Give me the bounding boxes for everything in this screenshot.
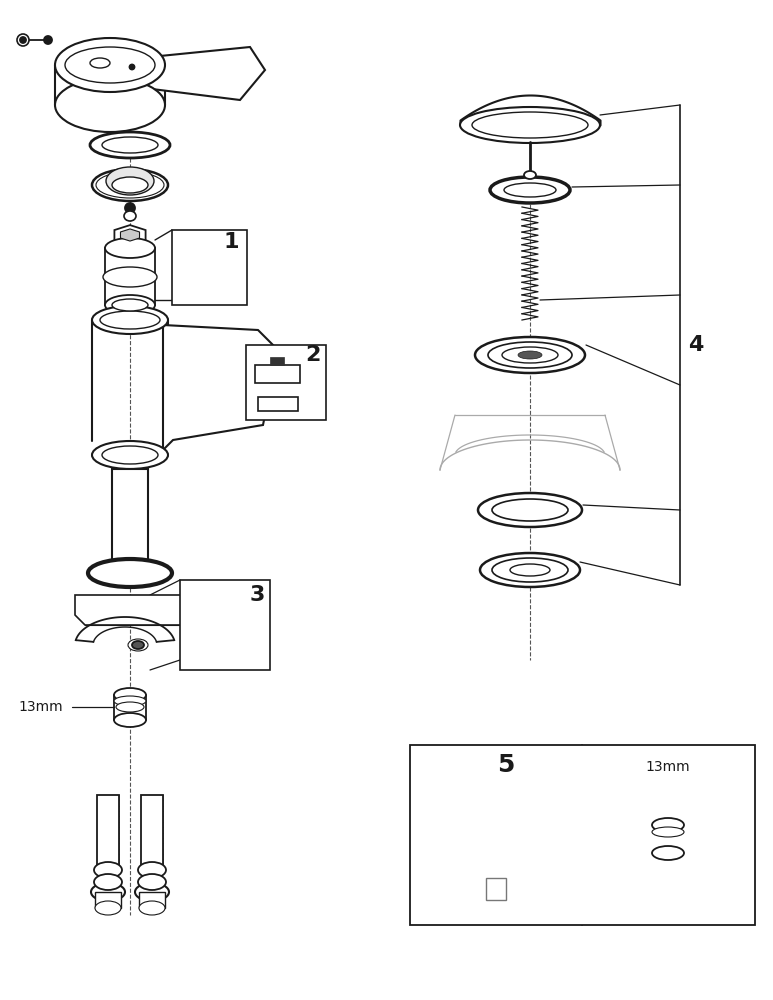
- Ellipse shape: [139, 901, 165, 915]
- Ellipse shape: [524, 171, 536, 179]
- Ellipse shape: [114, 696, 146, 706]
- Ellipse shape: [94, 862, 122, 878]
- Ellipse shape: [95, 901, 121, 915]
- Ellipse shape: [92, 169, 168, 201]
- Ellipse shape: [96, 172, 164, 198]
- Ellipse shape: [90, 132, 170, 158]
- Ellipse shape: [475, 337, 585, 373]
- Ellipse shape: [124, 211, 136, 221]
- Ellipse shape: [44, 36, 52, 44]
- Ellipse shape: [460, 107, 600, 143]
- Ellipse shape: [65, 47, 155, 83]
- Ellipse shape: [138, 874, 166, 890]
- Ellipse shape: [490, 177, 570, 203]
- Text: 2: 2: [305, 345, 321, 365]
- Ellipse shape: [492, 558, 568, 582]
- Bar: [258, 397, 298, 411]
- Text: 13mm: 13mm: [18, 700, 63, 714]
- Ellipse shape: [116, 702, 144, 712]
- Ellipse shape: [652, 827, 684, 837]
- Ellipse shape: [114, 713, 146, 727]
- Ellipse shape: [112, 299, 148, 311]
- Ellipse shape: [100, 311, 160, 329]
- Polygon shape: [120, 47, 265, 100]
- Ellipse shape: [102, 137, 158, 153]
- Ellipse shape: [94, 874, 122, 890]
- Ellipse shape: [135, 883, 169, 901]
- Polygon shape: [114, 225, 145, 245]
- Ellipse shape: [92, 441, 168, 469]
- Ellipse shape: [102, 446, 158, 464]
- Ellipse shape: [55, 38, 165, 92]
- Text: 13mm: 13mm: [645, 760, 690, 774]
- Bar: [246, 345, 326, 420]
- Ellipse shape: [130, 64, 135, 70]
- Polygon shape: [121, 229, 139, 241]
- Ellipse shape: [518, 351, 542, 359]
- Bar: [97, 795, 119, 870]
- Bar: [172, 230, 247, 305]
- Bar: [95, 892, 121, 908]
- Bar: [139, 892, 165, 908]
- Bar: [180, 580, 270, 670]
- Bar: [255, 365, 300, 383]
- Ellipse shape: [478, 493, 582, 527]
- Ellipse shape: [105, 238, 155, 258]
- Ellipse shape: [652, 846, 684, 860]
- Bar: [270, 357, 284, 365]
- Polygon shape: [75, 595, 195, 625]
- Ellipse shape: [106, 167, 154, 195]
- Ellipse shape: [492, 499, 568, 521]
- Ellipse shape: [20, 37, 26, 43]
- Ellipse shape: [55, 78, 165, 132]
- Ellipse shape: [103, 267, 157, 287]
- Ellipse shape: [105, 295, 155, 315]
- Bar: [112, 469, 148, 560]
- Ellipse shape: [652, 818, 684, 832]
- Text: 3: 3: [250, 585, 265, 605]
- Text: 1: 1: [223, 232, 239, 252]
- Ellipse shape: [90, 58, 110, 68]
- Polygon shape: [163, 325, 278, 450]
- Bar: [141, 795, 163, 870]
- Ellipse shape: [488, 342, 572, 368]
- Ellipse shape: [128, 639, 148, 651]
- Bar: [105, 248, 155, 305]
- Ellipse shape: [480, 553, 580, 587]
- Ellipse shape: [138, 862, 166, 878]
- Ellipse shape: [88, 559, 172, 587]
- Ellipse shape: [92, 306, 168, 334]
- Ellipse shape: [114, 688, 146, 702]
- Ellipse shape: [132, 641, 144, 649]
- Text: 4: 4: [688, 335, 703, 355]
- Ellipse shape: [472, 112, 588, 138]
- Text: 5: 5: [497, 753, 515, 777]
- Bar: [410, 745, 755, 925]
- Ellipse shape: [502, 347, 558, 363]
- Ellipse shape: [17, 34, 29, 46]
- Ellipse shape: [510, 564, 550, 576]
- Ellipse shape: [112, 177, 148, 193]
- Ellipse shape: [125, 203, 135, 213]
- Ellipse shape: [504, 183, 556, 197]
- Bar: [486, 878, 506, 900]
- Ellipse shape: [91, 883, 125, 901]
